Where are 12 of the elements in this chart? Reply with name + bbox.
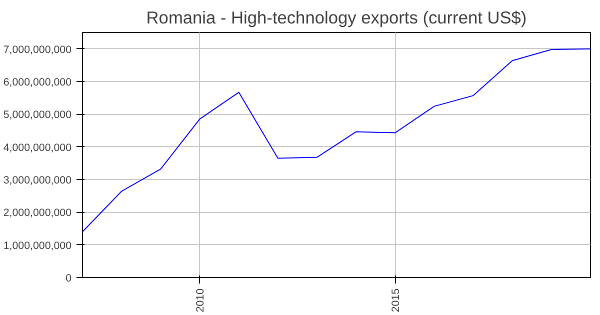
- y-tick-label: 5,000,000,000: [3, 109, 72, 122]
- y-tick-label: 7,000,000,000: [3, 44, 72, 56]
- y-tick-label: 3,000,000,000: [3, 174, 72, 186]
- chart-title: Romania - High-technology exports (current US$): [146, 8, 527, 28]
- x-tick-label: 2010: [194, 288, 207, 312]
- y-tick-label: 6,000,000,000: [3, 76, 72, 88]
- line-series: [82, 48, 590, 232]
- y-tick-label: 4,000,000,000: [3, 142, 72, 154]
- y-tick-label: 0: [66, 272, 72, 284]
- y-tick-label: 2,000,000,000: [3, 207, 72, 220]
- y-tick-label: 1,000,000,000: [3, 240, 72, 252]
- x-tick-label: 2015: [390, 288, 402, 312]
